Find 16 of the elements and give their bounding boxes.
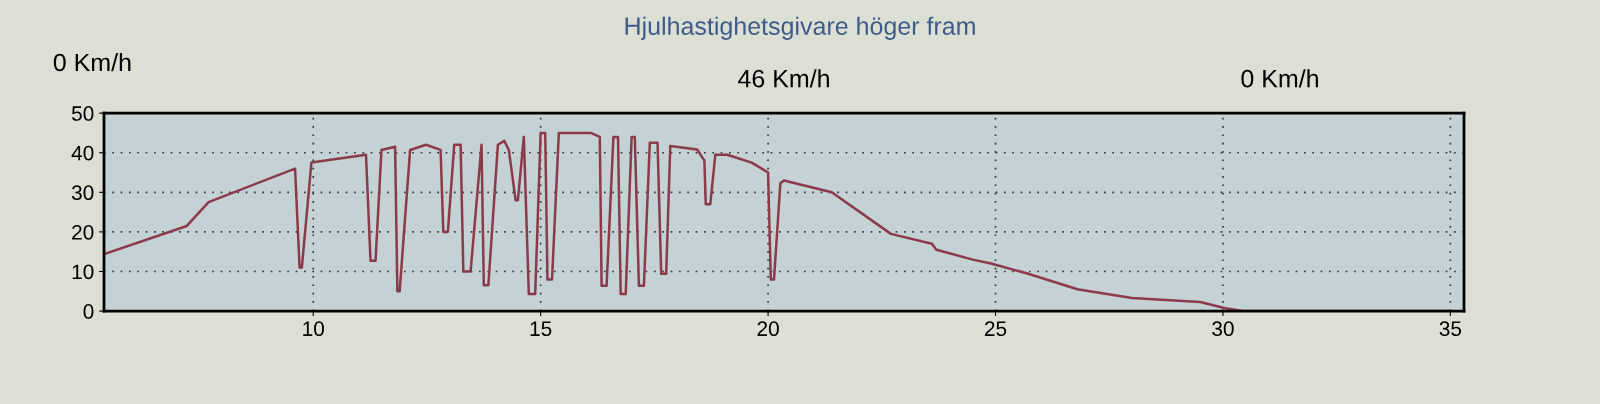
y-tick-label: 40 — [71, 145, 94, 161]
x-tick-label: 30 — [1212, 321, 1234, 337]
y-tick-label: 50 — [71, 106, 94, 121]
text: 46 Km/h — [738, 69, 829, 88]
x-tick-label: 15 — [530, 321, 552, 337]
text: 0 Km/h — [53, 52, 131, 72]
y-tick-label: 0 — [83, 304, 94, 319]
y-tick-label: 20 — [72, 224, 94, 240]
x-tick-label: 25 — [984, 321, 1007, 337]
x-tick-label: 10 — [303, 321, 324, 337]
x-tick-label: 20 — [757, 321, 779, 337]
text: 0 Km/h — [1241, 69, 1318, 88]
x-tick-label: 35 — [1439, 321, 1462, 337]
y-tick-label: 10 — [72, 264, 94, 280]
chart-title: Hjulhastighetsgivare höger fram — [625, 16, 975, 40]
y-tick-label: 30 — [71, 185, 94, 201]
